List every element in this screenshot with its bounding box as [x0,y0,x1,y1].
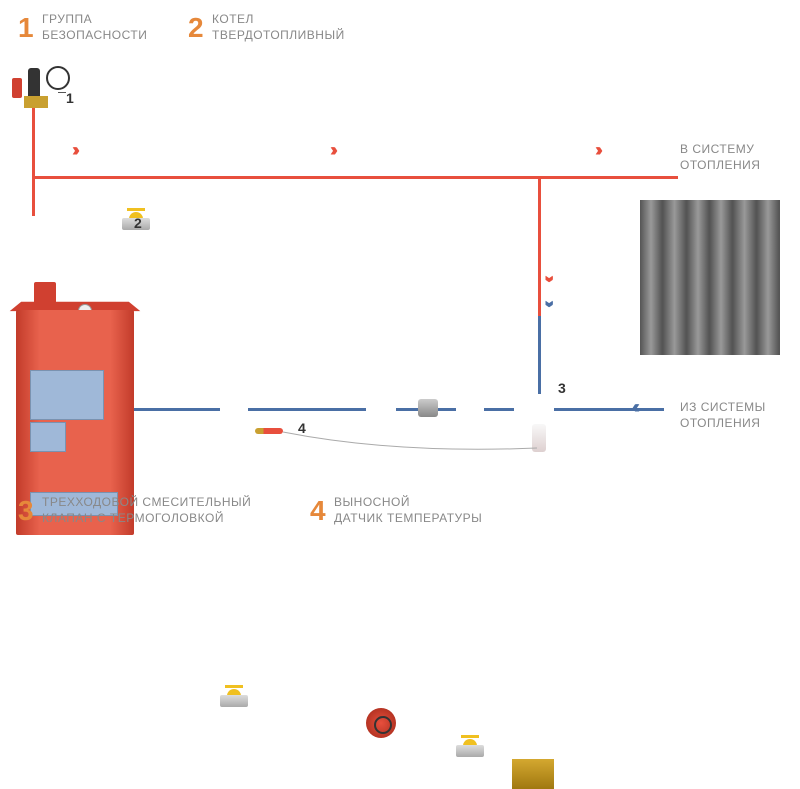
legend-4-number: 4 [310,495,326,527]
pipe-return-out [554,408,664,411]
legend-3-number: 3 [18,495,34,527]
legend-2-text: КОТЕЛТВЕРДОТОПЛИВНЫЙ [212,12,345,43]
pipe-return-2 [248,408,366,411]
pipe-supply-branch-down [538,176,541,316]
legend-item-2: 2 КОТЕЛТВЕРДОТОПЛИВНЫЙ [188,12,345,44]
sensor-wire [255,430,545,460]
callout-1: 1 [66,90,74,106]
flow-chevron-down2: ››› [539,300,560,303]
pipe-supply-to-boiler [32,176,35,216]
legend-1-number: 1 [18,12,34,44]
safety-group [12,58,72,108]
flow-chevron-return: ‹‹‹ [632,397,635,418]
radiator [640,200,780,355]
pipe-supply-out [538,176,678,179]
callout-2: 2 [134,215,142,231]
mixing-valve [524,759,554,789]
callout-3: 3 [558,380,566,396]
legend-item-1: 1 ГРУППАБЕЗОПАСНОСТИ [18,12,147,44]
flow-chevron-down1: ››› [539,275,560,278]
circulation-pump [366,708,396,738]
pipe-return-4 [438,408,456,411]
pipe-supply-vertical [32,108,35,178]
legend-item-4: 4 ВЫНОСНОЙДАТЧИК ТЕМПЕРАТУРЫ [310,495,482,527]
legend-2-number: 2 [188,12,204,44]
valve-return-1 [220,687,248,707]
pipe-supply-main [32,176,540,179]
label-from-system: ИЗ СИСТЕМЫОТОПЛЕНИЯ [680,400,766,431]
legend-4-text: ВЫНОСНОЙДАТЧИК ТЕМПЕРАТУРЫ [334,495,482,526]
flow-chevron-1: ››› [72,140,75,161]
pipe-return-3 [396,408,418,411]
pipe-return-5 [484,408,514,411]
flow-chevron-3: ››› [595,140,598,161]
label-to-system: В СИСТЕМУОТОПЛЕНИЯ [680,142,760,173]
pipe-return-1 [134,408,220,411]
legend-3-text: ТРЕХХОДОВОЙ СМЕСИТЕЛЬНЫЙКЛАПАН С ТЕРМОГО… [42,495,251,526]
legend-item-3: 3 ТРЕХХОДОВОЙ СМЕСИТЕЛЬНЫЙКЛАПАН С ТЕРМО… [18,495,251,527]
legend-1-text: ГРУППАБЕЗОПАСНОСТИ [42,12,147,43]
filter [418,399,438,417]
pipe-mix-vertical [538,316,541,394]
flow-chevron-2: ››› [330,140,333,161]
valve-return-2 [456,737,484,757]
